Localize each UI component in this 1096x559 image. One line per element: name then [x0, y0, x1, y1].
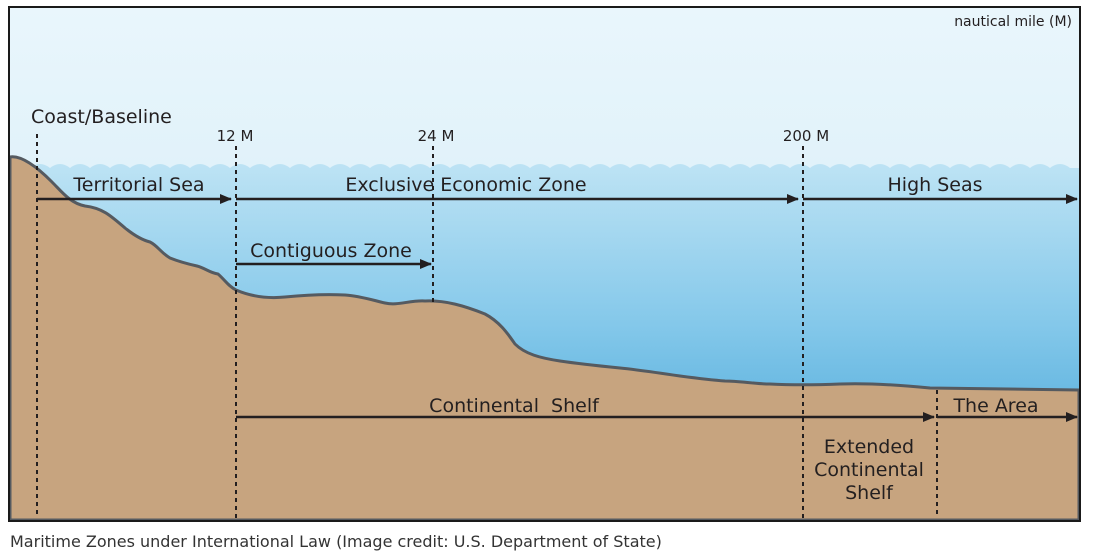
continental-shelf-label: Continental Shelf [429, 395, 600, 417]
high-seas-label: High Seas [888, 174, 983, 196]
extended-shelf-label-line2: Continental [814, 459, 924, 481]
unit-label: nautical mile (M) [954, 14, 1072, 30]
eez-label: Exclusive Economic Zone [345, 174, 586, 196]
the-area-label: The Area [952, 395, 1038, 417]
contiguous-zone-label: Contiguous Zone [250, 240, 412, 262]
territorial-sea-label: Territorial Sea [72, 174, 204, 196]
diagram-frame [8, 6, 1081, 522]
marker-200m: 200 M [783, 127, 829, 145]
marker-24m: 24 M [418, 127, 455, 145]
seabed-land [8, 155, 1081, 522]
marker-12m: 12 M [217, 127, 254, 145]
baseline-label: Coast/Baseline [31, 106, 172, 128]
figure-caption: Maritime Zones under International Law (… [10, 532, 662, 551]
extended-shelf-label-line3: Shelf [845, 482, 894, 504]
extended-shelf-label-line1: Extended [824, 436, 914, 458]
